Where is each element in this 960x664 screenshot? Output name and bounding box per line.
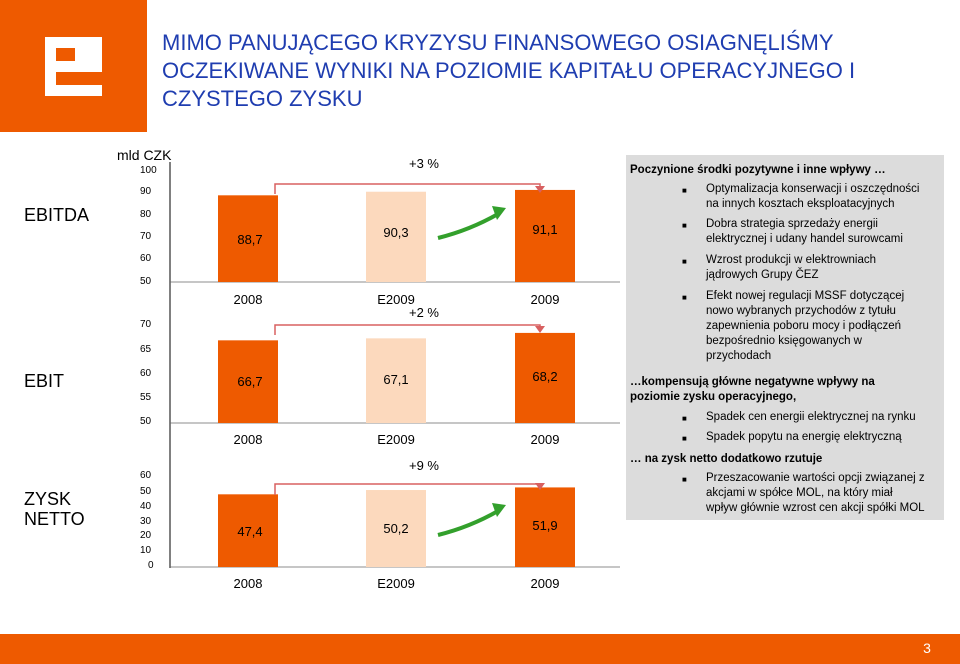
compensation-heading: …kompensują główne negatywne wpływy na p… [630,376,875,403]
bar-netto-2009 [515,487,575,567]
bar-netto-e2009 [366,490,426,567]
net-heading: … na zysk netto dodatkowo rzutuje [630,453,823,465]
bar-ebit-2008 [218,340,278,423]
bar-ebitda-e2009 [366,191,426,282]
growth-label-ebit: +2 % [409,305,439,320]
bullet-icon: ■ [682,414,687,423]
ytick: 60 [140,368,152,379]
ytick: 10 [140,545,152,556]
bullet-icon: ■ [682,221,687,230]
row-label-zysk-netto: ZYSK NETTO [24,489,85,529]
page-title-line-1: MIMO PANUJĄCEGO KRYZYSU FINANSOWEGO OSIA… [162,30,834,55]
bar-ebit-2009 [515,332,575,423]
positive-item: Dobra strategia sprzedaży energii elektr… [706,218,903,245]
ytick: 0 [148,560,154,571]
ytick: 50 [140,276,152,287]
growth-bracket-netto [274,483,545,495]
growth-bracket-ebit [274,324,545,335]
ytick: 90 [140,186,152,197]
value-label-ebit-2009: 68,2 [532,369,558,384]
panel-heading: Poczynione środki pozytywne i inne wpływ… [630,164,886,176]
bullet-icon: ■ [682,257,687,266]
ytick: 60 [140,470,152,481]
growth-bracket-ebitda [274,183,545,194]
green-arrow-netto-icon [437,503,506,537]
ytick: 55 [140,392,152,403]
positive-item: Optymalizacja konserwacji i oszczędności… [706,183,920,210]
negative-item: Spadek cen energii elektrycznej na rynku [706,411,916,423]
value-label-ebitda-e2009: 90,3 [383,225,409,240]
category-label: 2008 [233,292,263,307]
bar-ebit-e2009 [366,338,426,423]
category-label: 2008 [233,576,263,591]
negative-item: Spadek popytu na energię elektryczną [706,431,902,443]
logo-bar [0,0,147,132]
page-title: MIMO PANUJĄCEGO KRYZYSU FINANSOWEGO OSIA… [162,29,942,113]
bullet-icon: ■ [682,293,687,302]
bar-netto-2008 [218,494,278,567]
footer-bar [0,634,960,664]
category-label: 2009 [530,432,560,447]
green-arrow-ebitda-icon [437,206,506,240]
category-label: 2008 [233,432,263,447]
ytick: 70 [140,319,152,330]
ytick: 50 [140,486,152,497]
value-label-ebit-2008: 66,7 [237,374,263,389]
row-label-ebit: EBIT [24,371,65,391]
ytick: 65 [140,344,152,355]
value-label-ebitda-2009: 91,1 [532,222,558,237]
ytick: 50 [140,416,152,427]
positive-item: Wzrost produkcji w elektrowniach jądrowy… [706,254,877,281]
row-label-ebitda: EBITDA [24,205,90,225]
category-label: E2009 [377,292,415,307]
positive-item: Efekt nowej regulacji MSSF dotyczącej no… [706,290,905,362]
value-label-ebitda-2008: 88,7 [237,232,263,247]
ytick: 100 [140,165,157,176]
bar-ebitda-2009 [515,189,575,282]
bullet-icon: ■ [682,186,687,195]
category-label: E2009 [377,576,415,591]
unit-label: mld CZK [117,147,172,163]
bullet-icon: ■ [682,475,687,484]
value-label-ebit-e2009: 67,1 [383,372,409,387]
ytick: 30 [140,516,152,527]
value-label-netto-e2009: 50,2 [383,521,409,536]
growth-label-netto: +9 % [409,458,439,473]
net-item: Przeszacowanie wartości opcji związanej … [706,472,925,514]
category-label: 2009 [530,576,560,591]
value-label-netto-2008: 47,4 [237,524,263,539]
cez-logo-icon [45,37,102,96]
category-label: E2009 [377,432,415,447]
ytick: 40 [140,501,152,512]
category-label: 2009 [530,292,560,307]
bullet-icon: ■ [682,434,687,443]
ytick: 70 [140,231,152,242]
notes-panel [626,155,944,520]
page-number: 3 [923,640,931,656]
ytick: 20 [140,530,152,541]
ytick: 60 [140,253,152,264]
bar-ebitda-2008 [218,195,278,282]
growth-label-ebitda: +3 % [409,156,439,171]
page-title-line-3: CZYSTEGO ZYSKU [162,86,363,111]
page-title-line-2: OCZEKIWANE WYNIKI NA POZIOMIE KAPITAŁU O… [162,58,856,83]
value-label-netto-2009: 51,9 [532,518,558,533]
ytick: 80 [140,209,152,220]
